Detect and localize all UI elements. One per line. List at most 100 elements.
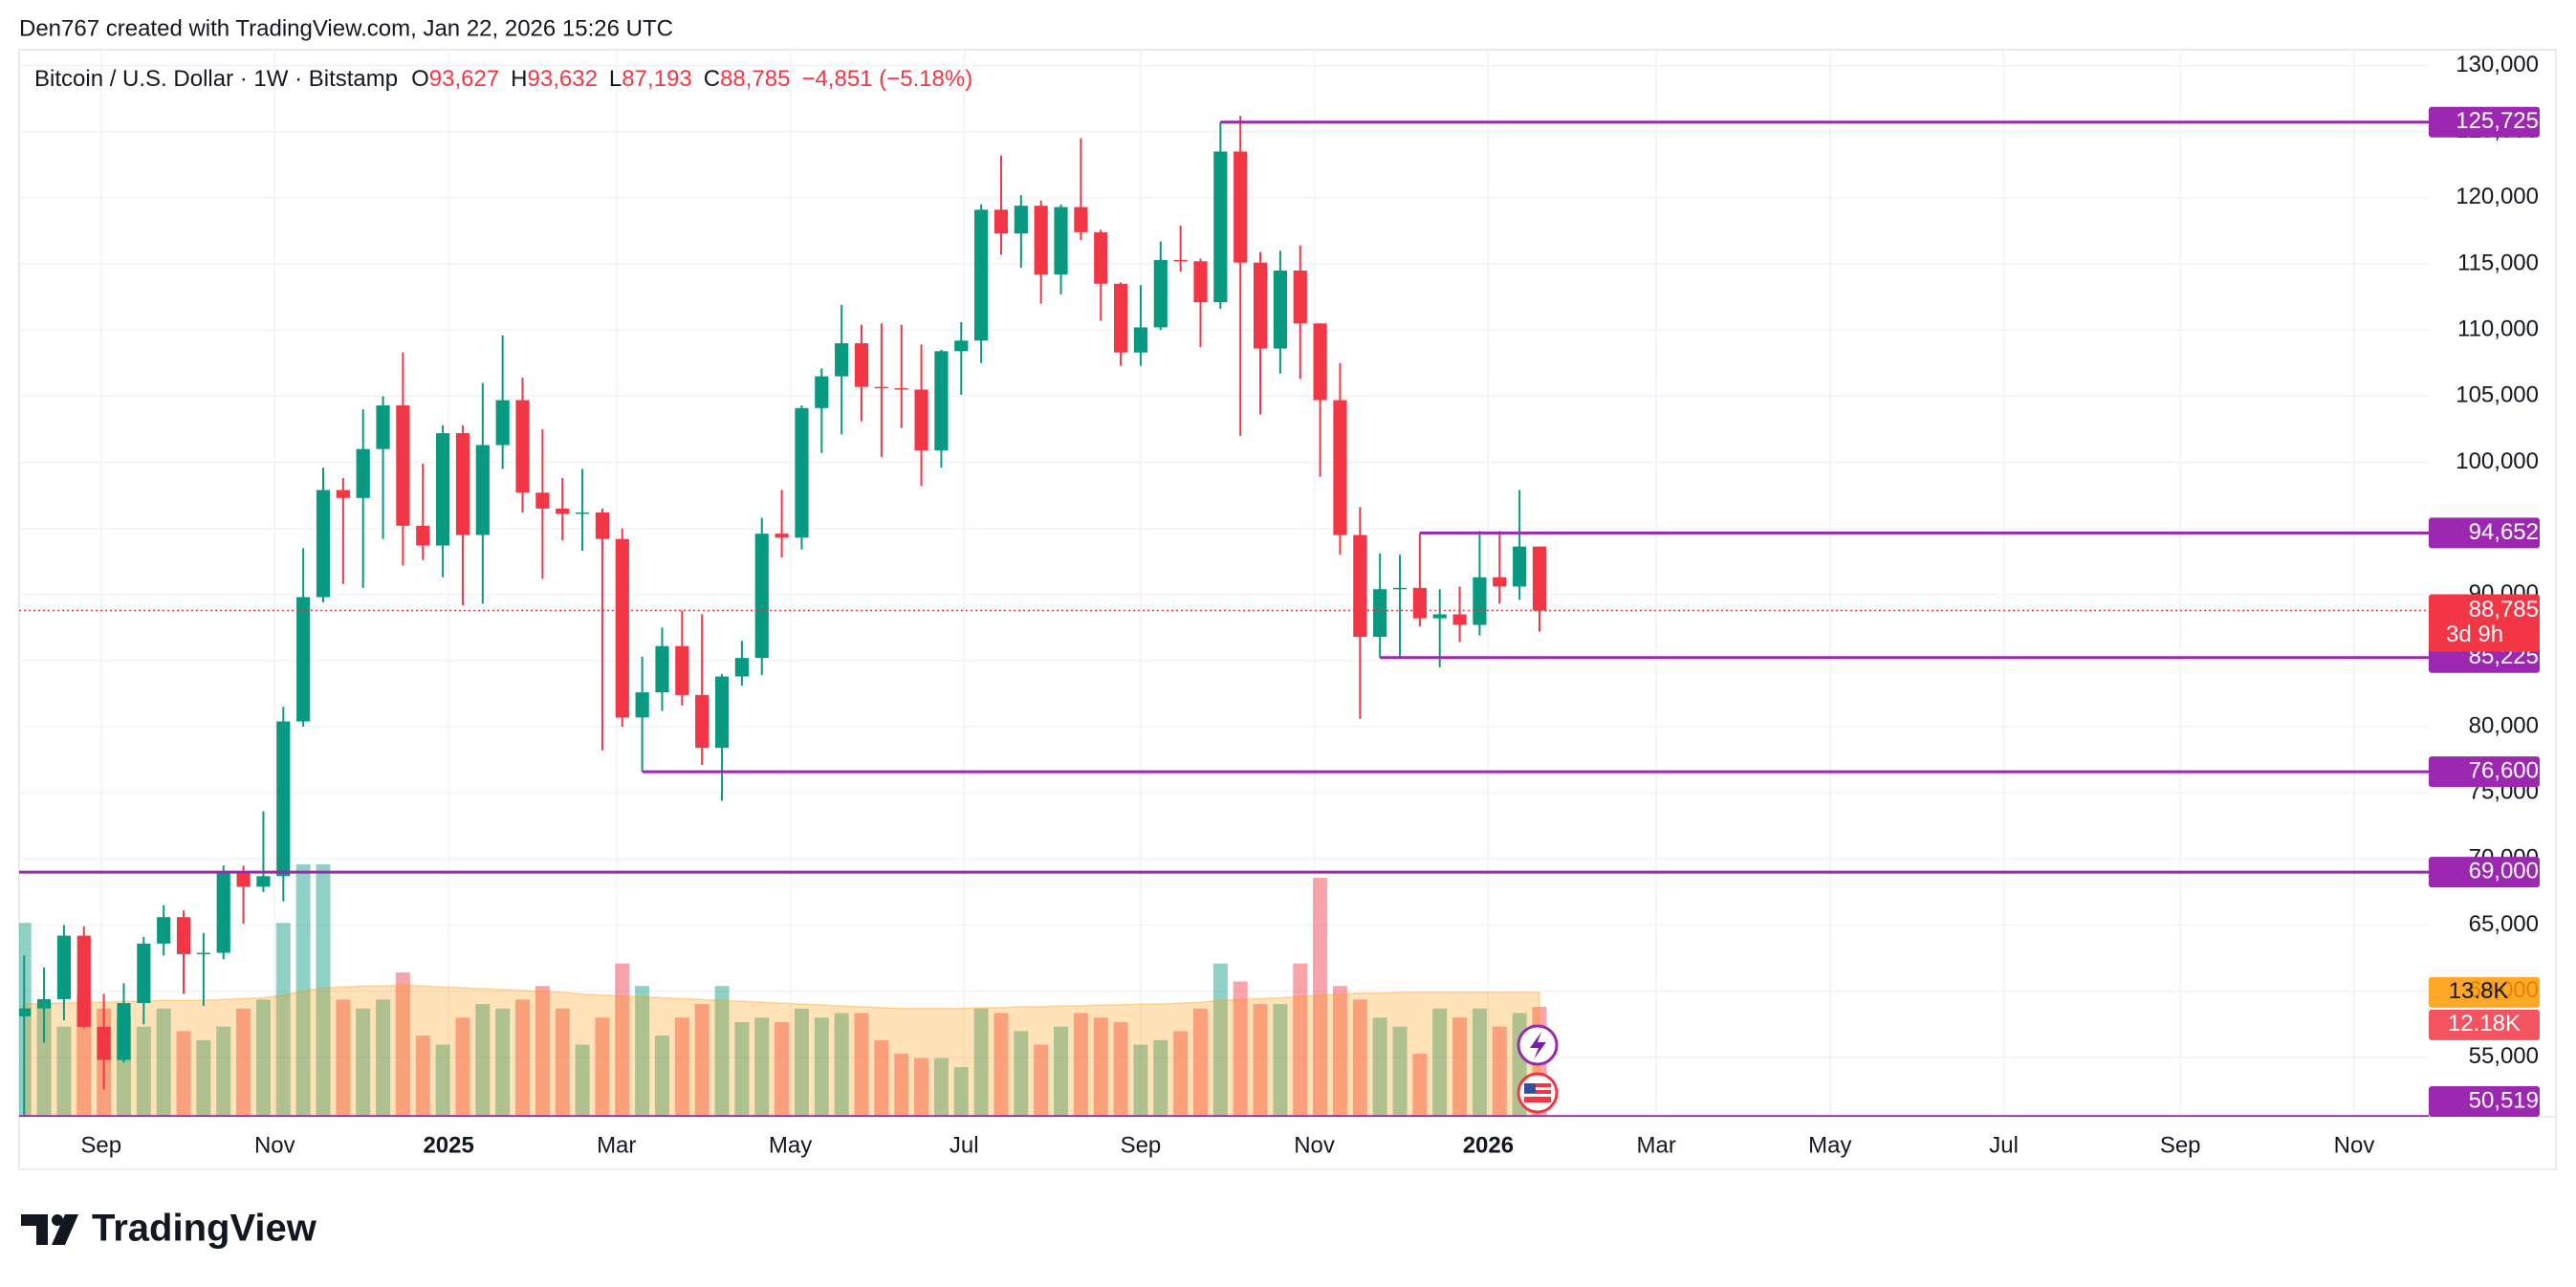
- volume-bar: [914, 1058, 929, 1117]
- volume-bar: [515, 999, 531, 1117]
- volume-bar: [1313, 878, 1328, 1117]
- volume-bar: [575, 1044, 590, 1117]
- candle-body: [436, 433, 450, 546]
- volume-bar: [555, 1008, 570, 1117]
- x-tick-label: 2025: [423, 1132, 473, 1158]
- volume-bar: [1452, 1017, 1468, 1117]
- volume-bar: [336, 999, 351, 1117]
- volume-bar: [1073, 1013, 1088, 1117]
- volume-bar: [814, 1017, 829, 1117]
- y-tick-label: 115,000: [2457, 250, 2539, 275]
- candle-body: [575, 513, 590, 514]
- x-tick-label: 2026: [1463, 1132, 1514, 1158]
- y-tick-label: 110,000: [2457, 316, 2539, 342]
- candle-body: [1452, 614, 1467, 625]
- volume-bar: [1034, 1044, 1049, 1117]
- y-tick-label: 100,000: [2456, 448, 2539, 474]
- level-label: 69,000: [2469, 859, 2539, 884]
- plot-area: [19, 116, 2429, 1117]
- candle-body: [934, 351, 949, 451]
- ohlc-key: H: [511, 66, 527, 92]
- candle-body: [495, 400, 510, 446]
- candle-body: [216, 872, 230, 953]
- volume-bar: [1014, 1031, 1029, 1117]
- candle-body: [1513, 546, 1527, 587]
- candle-body: [914, 389, 928, 451]
- volume-bar: [754, 1017, 770, 1117]
- candle-body: [954, 340, 969, 352]
- candle-body: [775, 534, 789, 538]
- candle-body: [595, 513, 610, 539]
- ohlc-key: L: [609, 66, 622, 92]
- volume-bar: [255, 999, 271, 1117]
- change: −4,851 (−5.18%): [801, 66, 972, 92]
- level-label-box: [2429, 517, 2540, 549]
- volume-bar: [356, 1008, 371, 1117]
- volume-bar: [236, 1008, 251, 1117]
- candle-body: [535, 492, 550, 509]
- volume-ma-area: [23, 984, 1540, 1117]
- volume-bar: [854, 1013, 869, 1117]
- candle-body: [1133, 327, 1148, 353]
- volume-bar: [1432, 1008, 1448, 1117]
- volume-bar: [1293, 963, 1308, 1117]
- x-tick-label: Jul: [950, 1132, 979, 1158]
- candle-body: [416, 525, 430, 546]
- volume-bar: [834, 1013, 849, 1117]
- candle-body: [356, 448, 370, 498]
- volume-bar: [136, 1026, 151, 1117]
- volume-bar: [674, 1017, 689, 1117]
- level-label: 125,725: [2456, 108, 2539, 134]
- volume-bar: [1352, 999, 1367, 1117]
- volume-bar: [435, 1044, 450, 1117]
- last-price-box: [2429, 594, 2540, 652]
- candle-body: [1493, 577, 1507, 587]
- volume-bar: [36, 1004, 52, 1117]
- candle-body: [236, 872, 251, 887]
- volume-bar: [156, 1008, 171, 1117]
- candle-body: [1253, 262, 1268, 349]
- volume-bar: [775, 1021, 790, 1117]
- volume-bar: [316, 863, 331, 1117]
- candle-body: [117, 1003, 131, 1060]
- candle-body: [396, 405, 410, 526]
- volume-bar: [1233, 981, 1248, 1117]
- candle-body: [1392, 587, 1408, 590]
- candle-body: [1313, 323, 1327, 401]
- level-label-box: [2429, 1086, 2540, 1117]
- candle-body: [376, 405, 390, 449]
- volume-bar: [475, 1004, 491, 1117]
- candle-body: [455, 433, 470, 535]
- volume-bar: [1392, 1026, 1408, 1117]
- volume-bar: [1472, 1008, 1487, 1117]
- y-tick-label: 130,000: [2456, 52, 2539, 77]
- candle-body: [1193, 261, 1208, 303]
- volume-bar: [1273, 1004, 1288, 1117]
- x-tick-label: Nov: [254, 1132, 295, 1158]
- volume-bar: [295, 863, 311, 1117]
- icons: [1517, 1024, 1559, 1114]
- volume-bar: [1192, 1008, 1208, 1117]
- volume-bar: [535, 986, 550, 1117]
- y-tick-label: 65,000: [2469, 911, 2539, 937]
- flag-stripe: [1524, 1094, 1551, 1097]
- ohlc-key: C: [704, 66, 720, 92]
- volume-bar: [894, 1053, 909, 1117]
- candle-body: [1233, 151, 1248, 263]
- candle-body: [1532, 546, 1547, 611]
- volume-bar: [1093, 1017, 1108, 1117]
- candle-body: [97, 1026, 111, 1060]
- candle-body: [894, 388, 908, 390]
- level-label: 76,600: [2469, 757, 2539, 783]
- flag-canton: [1524, 1083, 1536, 1093]
- lightning-icon: [1530, 1032, 1546, 1059]
- volume-bar: [734, 1021, 750, 1117]
- volume-bar: [1332, 986, 1347, 1117]
- candle-body: [1432, 614, 1447, 619]
- volume-label: 12.18K: [2448, 1011, 2521, 1036]
- candle-body: [675, 645, 689, 695]
- y-tick-label: 105,000: [2456, 382, 2539, 408]
- level-label-box: [2429, 857, 2540, 888]
- candle-body: [19, 1008, 32, 1016]
- y-tick-label: 120,000: [2456, 184, 2539, 209]
